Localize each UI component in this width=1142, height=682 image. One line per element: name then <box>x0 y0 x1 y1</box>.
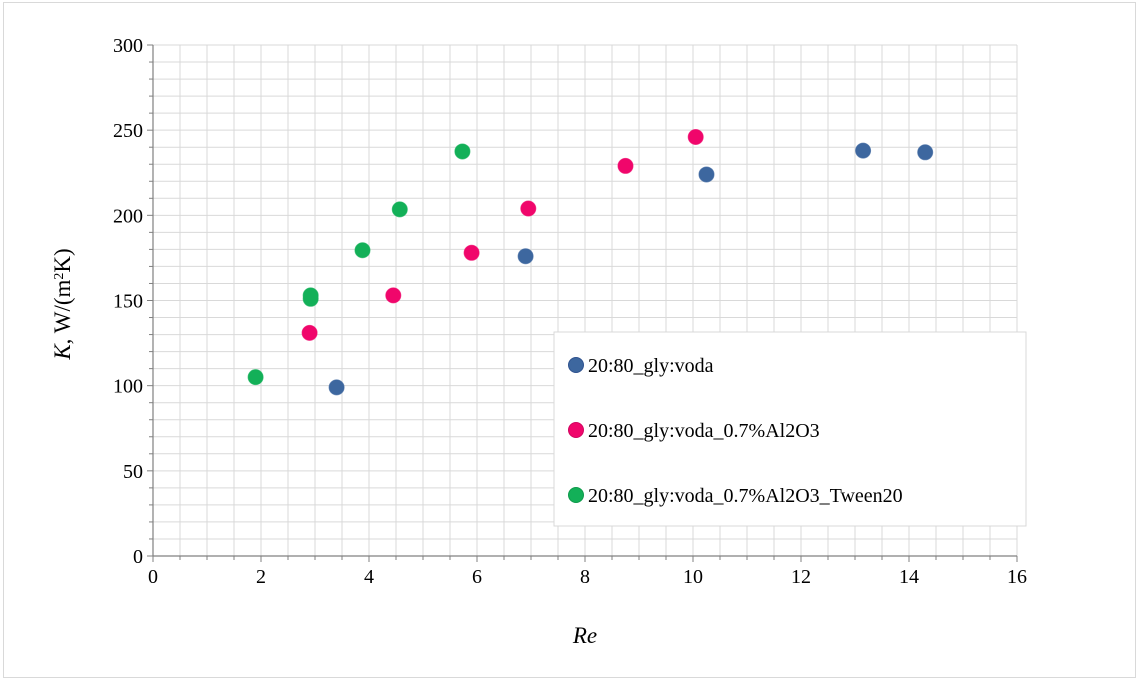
x-axis-title: Re <box>572 623 597 648</box>
y-axis-title: K, W/(m2K) <box>50 248 75 360</box>
data-point-series-1 <box>698 166 715 183</box>
data-point-series-1 <box>517 248 534 265</box>
x-tick-label: 12 <box>791 566 811 588</box>
legend-marker-series-3 <box>568 487 584 503</box>
x-tick-label: 10 <box>683 566 703 588</box>
y-tick-label: 150 <box>113 291 143 313</box>
data-point-series-2 <box>520 200 537 217</box>
x-tick-label: 2 <box>256 566 266 588</box>
legend-marker-series-1 <box>568 357 584 373</box>
data-points <box>247 128 934 396</box>
legend: 20:80_gly:voda 20:80_gly:voda_0.7%Al2O3 … <box>553 331 1027 527</box>
y-axis-title-superscript: 2 <box>52 273 67 280</box>
y-tick-label: 250 <box>113 120 143 142</box>
data-point-series-1 <box>855 142 872 159</box>
x-tick-label: 8 <box>580 566 590 588</box>
data-point-series-3 <box>354 242 371 259</box>
data-point-series-1 <box>917 144 934 161</box>
data-point-series-3 <box>247 369 264 386</box>
x-tick-label: 6 <box>472 566 482 588</box>
data-point-series-3 <box>391 201 408 218</box>
y-tick-label: 200 <box>113 205 143 227</box>
tick-labels: 0 2 4 6 8 10 12 14 16 0 50 100 150 200 250 300 <box>113 35 1027 588</box>
data-point-series-1 <box>328 379 345 396</box>
legend-label-series-3: 20:80_gly:voda_0.7%Al2O3_Tween20 <box>588 485 903 507</box>
data-point-series-3 <box>302 287 319 304</box>
y-tick-label: 300 <box>113 35 143 57</box>
legend-label-series-1: 20:80_gly:voda <box>588 355 714 377</box>
y-axis-title-unit: , W/(m <box>50 279 75 344</box>
data-point-series-2 <box>617 157 634 174</box>
y-tick-label: 100 <box>113 376 143 398</box>
data-point-series-2 <box>301 324 318 341</box>
x-tick-label: 4 <box>364 566 374 588</box>
y-tick-label: 0 <box>133 546 143 568</box>
x-tick-label: 0 <box>148 566 158 588</box>
legend-box <box>553 331 1027 527</box>
y-tick-label: 50 <box>123 461 143 483</box>
axes <box>147 44 1018 562</box>
data-point-series-2 <box>687 128 704 145</box>
x-tick-label: 16 <box>1007 566 1027 588</box>
legend-marker-series-2 <box>568 422 584 438</box>
data-point-series-2 <box>385 287 402 304</box>
y-axis-title-unit-end: K) <box>50 248 75 272</box>
data-point-series-2 <box>463 244 480 261</box>
legend-label-series-2: 20:80_gly:voda_0.7%Al2O3 <box>588 420 820 442</box>
x-tick-label: 14 <box>899 566 919 588</box>
data-point-series-3 <box>454 143 471 160</box>
y-axis-title-symbol: K <box>50 343 75 361</box>
